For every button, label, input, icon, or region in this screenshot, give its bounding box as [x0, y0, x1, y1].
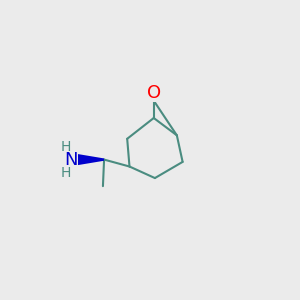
Text: N: N [64, 151, 77, 169]
Polygon shape [76, 154, 104, 165]
Text: O: O [147, 84, 161, 102]
Text: H: H [60, 140, 71, 154]
Text: H: H [60, 166, 71, 180]
